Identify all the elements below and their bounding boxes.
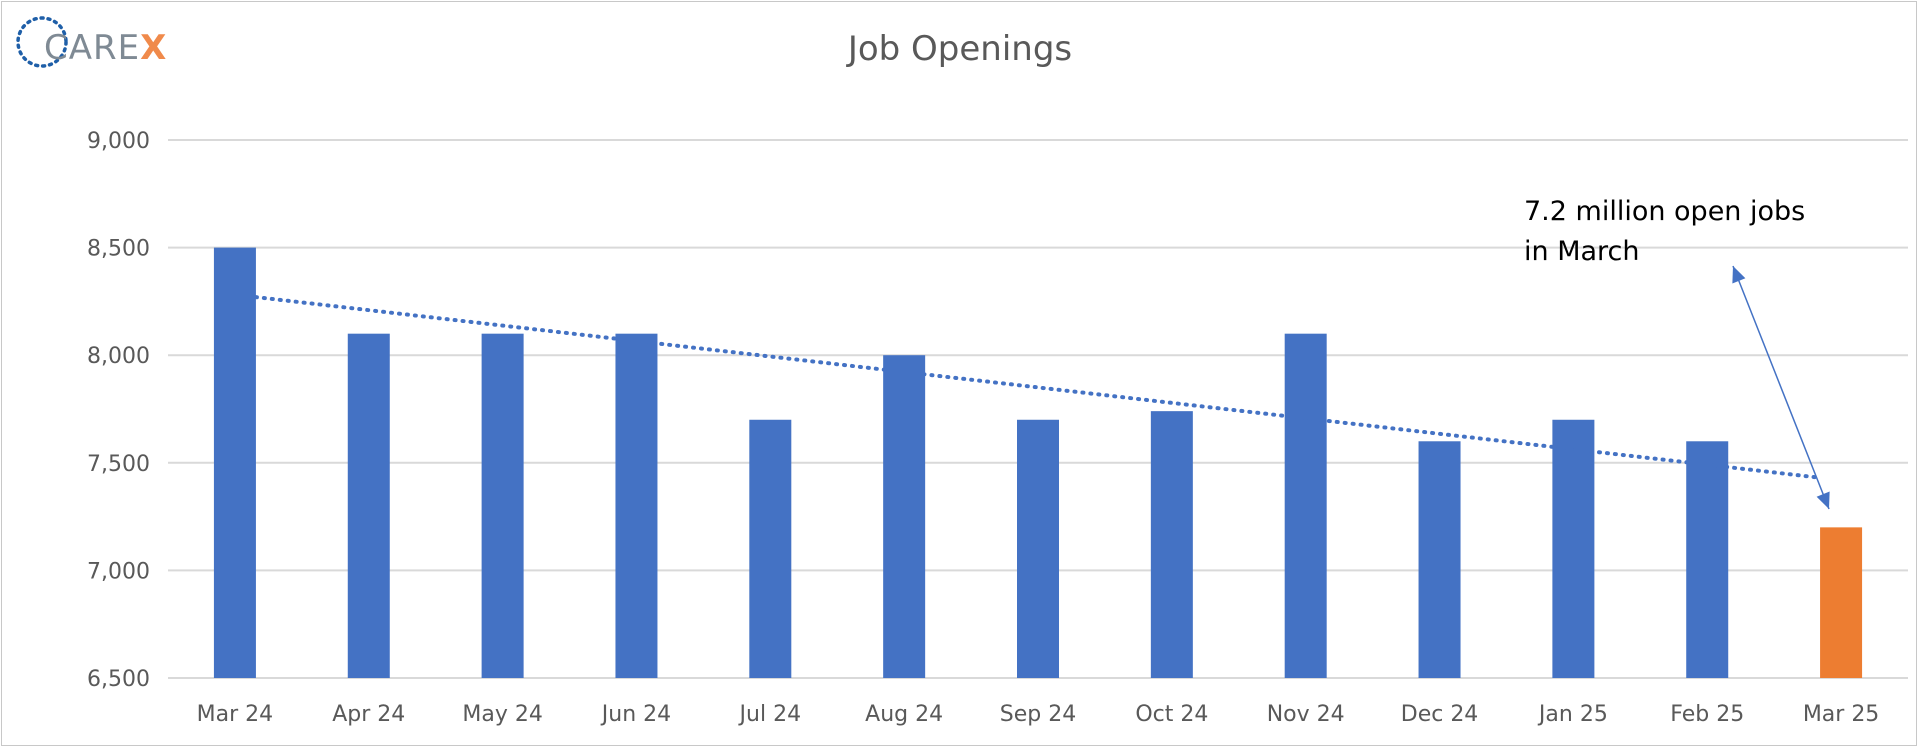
trendline xyxy=(253,295,1824,480)
y-tick-label: 8,000 xyxy=(87,344,150,369)
bar-mar-24 xyxy=(213,247,256,678)
bar-apr-24 xyxy=(347,333,390,678)
logo-text: CAREX xyxy=(44,28,167,68)
x-tick-label: Oct 24 xyxy=(1135,702,1208,727)
bar-oct-24 xyxy=(1150,411,1193,678)
bars xyxy=(213,247,1863,678)
x-tick-label: Sep 24 xyxy=(1000,702,1076,727)
x-tick-label: Dec 24 xyxy=(1401,702,1479,727)
bar-dec-24 xyxy=(1418,441,1461,678)
x-tick-label: Apr 24 xyxy=(332,702,405,727)
annotation-arrow-line xyxy=(1732,265,1830,510)
bar-jul-24 xyxy=(749,419,792,678)
logo-text-main: CARE xyxy=(44,28,141,68)
x-tick-label: Mar 24 xyxy=(197,702,274,727)
bar-jan-25 xyxy=(1552,419,1595,678)
y-tick-label: 7,000 xyxy=(87,559,150,584)
y-tick-label: 9,000 xyxy=(87,129,150,154)
bar-nov-24 xyxy=(1284,333,1327,678)
y-tick-label: 8,500 xyxy=(87,237,150,262)
carex-logo: CAREX xyxy=(12,10,172,74)
bar-may-24 xyxy=(481,333,524,678)
arrowhead-icon xyxy=(1732,266,1746,284)
logo-text-accent: X xyxy=(140,28,168,68)
x-axis-labels: Mar 24 Apr 24 May 24 Jun 24 Jul 24 Aug 24 Sep … xyxy=(197,702,1880,727)
x-tick-label: Jul 24 xyxy=(738,702,802,727)
logo-ring-icon xyxy=(16,16,68,68)
arrowhead-icon xyxy=(1816,491,1830,509)
x-tick-label: Jan 25 xyxy=(1537,702,1608,727)
x-tick-label: May 24 xyxy=(462,702,542,727)
x-tick-label: Jun 24 xyxy=(600,702,671,727)
x-tick-label: Aug 24 xyxy=(865,702,943,727)
annotation-line: 7.2 million open jobs xyxy=(1524,196,1805,227)
bar-mar-25 xyxy=(1820,527,1863,678)
y-tick-label: 7,500 xyxy=(87,452,150,477)
y-tick-label: 6,500 xyxy=(87,667,150,692)
bar-sep-24 xyxy=(1017,419,1059,678)
chart-title: Job Openings xyxy=(846,29,1072,69)
annotation-line: in March xyxy=(1524,236,1640,267)
bar-aug-24 xyxy=(883,355,926,678)
annotation: 7.2 million open jobs in March xyxy=(1524,196,1830,510)
bar-jun-24 xyxy=(615,333,658,678)
x-tick-label: Feb 25 xyxy=(1670,702,1744,727)
x-tick-label: Mar 25 xyxy=(1803,702,1880,727)
bar-feb-25 xyxy=(1686,441,1729,678)
y-axis-labels: 6,500 7,000 7,500 8,000 8,500 9,000 xyxy=(87,129,150,692)
x-tick-label: Nov 24 xyxy=(1267,702,1345,727)
